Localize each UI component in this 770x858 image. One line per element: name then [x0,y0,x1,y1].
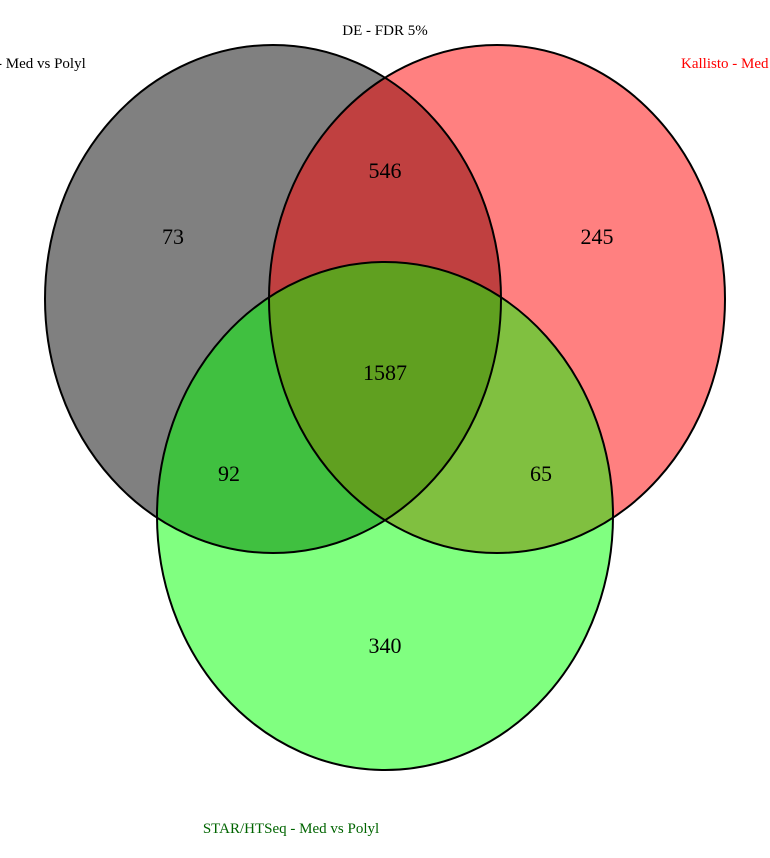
count-a-only: 73 [162,224,184,249]
set-a-label: - Med vs Polyl [0,56,86,72]
count-c-only: 340 [369,633,402,658]
count-b-only: 245 [581,224,614,249]
count-ab-only: 546 [369,158,402,183]
set-b-outline [268,44,726,554]
set-c-label: STAR/HTSeq - Med vs Polyl [203,821,379,837]
set-c-outline [156,261,614,771]
count-bc-only: 65 [530,461,552,486]
count-abc: 1587 [363,360,407,385]
set-a-outline [44,44,502,554]
set-b-label: Kallisto - Med [681,56,769,72]
count-ac-only: 92 [218,461,240,486]
diagram-title: DE - FDR 5% [342,23,427,39]
